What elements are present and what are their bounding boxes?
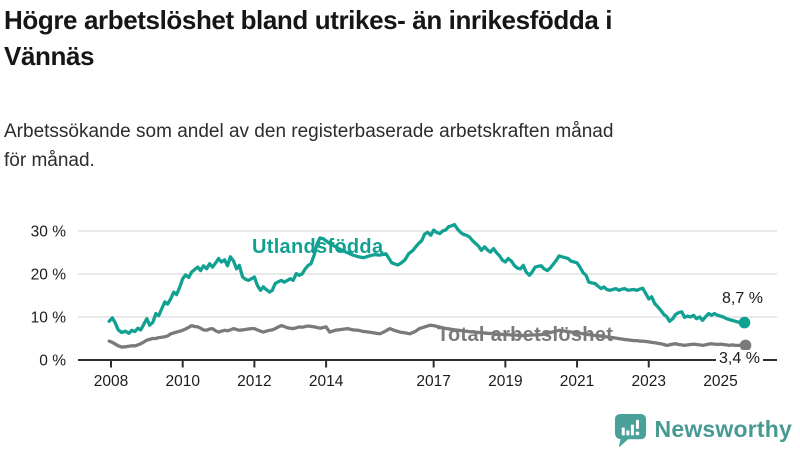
title-line-2: Vännäs [4, 41, 95, 71]
logo-bar-1 [621, 427, 625, 435]
y-axis-tick-label: 20 % [31, 267, 67, 284]
subtitle-line-2: för månad. [4, 150, 95, 171]
x-axis-tick-label: 2014 [309, 373, 344, 390]
end-value-label-utlandsfodda: 8,7 % [722, 290, 763, 307]
x-axis-tick-label: 2017 [416, 373, 450, 390]
series-end-dot [739, 339, 752, 352]
title-line-1: Högre arbetslöshet bland utrikes- än inr… [4, 5, 613, 35]
y-axis-tick-label: 30 % [31, 224, 67, 241]
logo-bar-2 [625, 429, 629, 435]
logo-exclamation-stem [635, 419, 639, 429]
y-axis-tick-label: 0 % [39, 353, 66, 370]
x-axis-tick-label: 2008 [94, 373, 128, 390]
x-axis-tick-label: 2025 [703, 373, 737, 390]
newsworthy-wordmark: Newsworthy [654, 416, 792, 442]
logo-bar-3 [630, 424, 634, 435]
subtitle-line-1: Arbetssökande som andel av den registerb… [4, 121, 614, 142]
newsworthy-logo-icon [613, 412, 648, 448]
series-label-total-arbetsloshet: Total arbetslöshet [437, 324, 614, 346]
x-axis-tick-label: 2023 [632, 373, 666, 390]
series-line-total-arbetsl-shet [107, 323, 748, 349]
series-line-utlandsf-dda [107, 222, 747, 335]
x-axis-tick-label: 2021 [560, 373, 594, 390]
x-axis-tick-label: 2012 [237, 373, 271, 390]
logo-exclamation-dot [635, 431, 639, 435]
chart-subtitle: Arbetssökande som andel av den registerb… [4, 117, 784, 175]
end-value-label-total: 3,4 % [716, 350, 763, 368]
series-end-dot [738, 316, 751, 329]
x-axis-tick-label: 2019 [488, 373, 522, 390]
series-label-utlandsfodda: Utlandsfödda [252, 236, 384, 258]
page-title: Högre arbetslöshet bland utrikes- än inr… [4, 2, 796, 74]
newsworthy-logo[interactable]: Newsworthy [613, 411, 792, 448]
y-axis-tick-label: 10 % [31, 310, 67, 327]
x-axis-tick-label: 2010 [165, 373, 200, 390]
